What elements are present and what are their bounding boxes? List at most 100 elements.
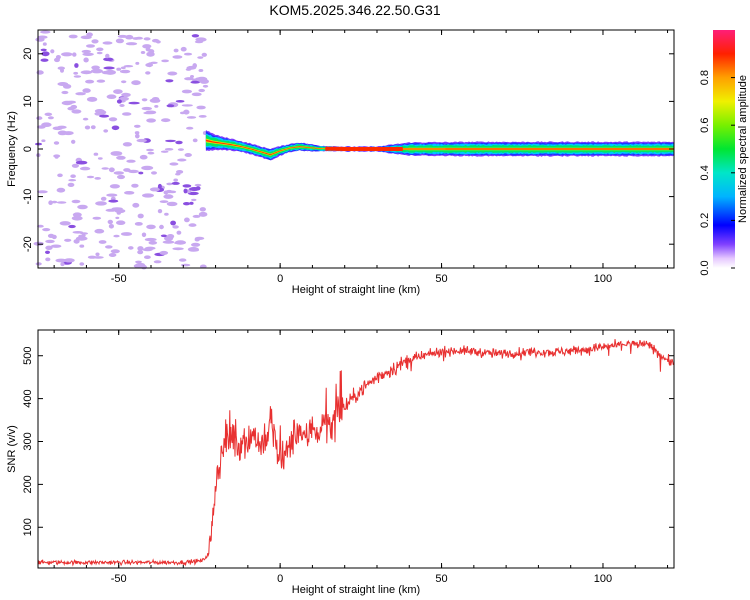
noise-speckle [201, 52, 207, 57]
noise-speckle [111, 125, 120, 131]
noise-speckle [53, 141, 60, 145]
colorbar-label: Normalized spectral amplitude [737, 75, 749, 223]
noise-speckle [84, 125, 91, 130]
noise-speckle [35, 262, 42, 266]
noise-speckle [123, 65, 134, 68]
noise-speckle [146, 51, 155, 57]
figure-title: KOM5.2025.346.22.50.G31 [269, 2, 440, 18]
noise-speckle [141, 232, 147, 238]
noise-speckle [185, 68, 192, 71]
noise-speckle [154, 105, 159, 108]
noise-speckle [173, 178, 178, 182]
noise-speckle [68, 224, 76, 229]
noise-speckle [102, 41, 113, 45]
noise-speckle [146, 118, 157, 123]
noise-speckle [116, 99, 122, 104]
noise-speckle [127, 169, 139, 174]
noise-speckle [140, 264, 147, 270]
noise-speckle [108, 117, 118, 122]
noise-speckle [36, 116, 43, 120]
snr-panel: -50 0 50 100 500 400 300 200 100 Height of strai… [6, 329, 675, 596]
noise-speckle [100, 196, 107, 201]
noise-speckle [165, 139, 176, 143]
noise-speckle [92, 256, 104, 259]
noise-speckle [120, 66, 126, 70]
noise-speckle [57, 66, 65, 70]
noise-speckle [137, 213, 144, 219]
noise-speckle [45, 239, 55, 244]
noise-speckle [116, 155, 126, 160]
noise-speckle [99, 114, 110, 118]
noise-speckle [90, 68, 103, 74]
noise-speckle [176, 170, 184, 174]
noise-speckle [94, 177, 101, 180]
noise-speckle [93, 152, 99, 156]
noise-speckle [116, 220, 126, 225]
noise-speckle [150, 61, 158, 64]
noise-speckle [147, 151, 155, 155]
noise-speckle [142, 193, 154, 198]
noise-speckle [79, 244, 85, 248]
noise-speckle [91, 39, 99, 44]
noise-speckle [57, 130, 68, 136]
noise-speckle [71, 139, 76, 144]
noise-speckle [192, 138, 198, 143]
noise-speckle [190, 75, 194, 78]
noise-speckle [162, 240, 175, 244]
noise-speckle [79, 262, 85, 266]
noise-speckle [96, 51, 103, 55]
noise-speckle [37, 35, 48, 39]
noise-speckle [136, 138, 147, 143]
noise-speckle [153, 260, 162, 264]
noise-speckle [140, 51, 146, 54]
noise-speckle [90, 125, 96, 130]
noise-speckle [139, 154, 148, 160]
noise-speckle [135, 260, 142, 264]
noise-speckle [195, 77, 205, 81]
noise-speckle [81, 234, 86, 238]
noise-speckle [183, 109, 190, 115]
noise-speckle [85, 79, 95, 84]
noise-speckle [125, 42, 138, 46]
noise-speckle [166, 182, 173, 186]
noise-speckle [97, 157, 103, 160]
noise-speckle [107, 219, 114, 225]
noise-speckle [181, 104, 193, 107]
snr-xtick-label: 0 [277, 573, 283, 585]
noise-speckle [106, 193, 118, 197]
noise-speckle [72, 231, 84, 234]
snr-xtick-label: -50 [111, 573, 127, 585]
noise-speckle [119, 104, 125, 107]
colorbar-tick-label: 0.6 [699, 118, 711, 133]
noise-speckle [41, 122, 52, 127]
noise-speckle [198, 88, 205, 93]
noise-speckle [183, 188, 188, 194]
track-band-yellow [205, 138, 674, 156]
noise-speckle [183, 202, 191, 206]
noise-speckle [184, 217, 190, 223]
snr-ytick-label: 100 [22, 518, 34, 536]
noise-speckle [72, 52, 77, 57]
noise-speckle [193, 248, 200, 252]
noise-speckle [113, 171, 125, 175]
noise-speckle [75, 160, 88, 165]
noise-speckle [177, 158, 187, 162]
noise-speckle [124, 191, 135, 195]
noise-speckle [45, 250, 50, 254]
noise-speckle [37, 190, 48, 194]
noise-speckle [126, 159, 136, 163]
noise-speckle [42, 228, 51, 232]
snr-axes: -50 0 50 100 500 400 300 200 100 [22, 330, 674, 585]
snr-ylabel: SNR (v/v) [6, 425, 18, 473]
noise-speckle [194, 237, 200, 242]
noise-speckle [117, 174, 125, 180]
noise-speckle [42, 42, 47, 46]
noise-speckle [86, 175, 95, 179]
noise-speckle [70, 174, 76, 178]
noise-speckle [134, 131, 140, 135]
noise-speckle [189, 201, 194, 205]
noise-speckle [176, 230, 182, 235]
spectrogram-ytick-label: 0 [22, 146, 34, 152]
noise-speckle [101, 167, 109, 170]
noise-speckle [187, 191, 199, 196]
